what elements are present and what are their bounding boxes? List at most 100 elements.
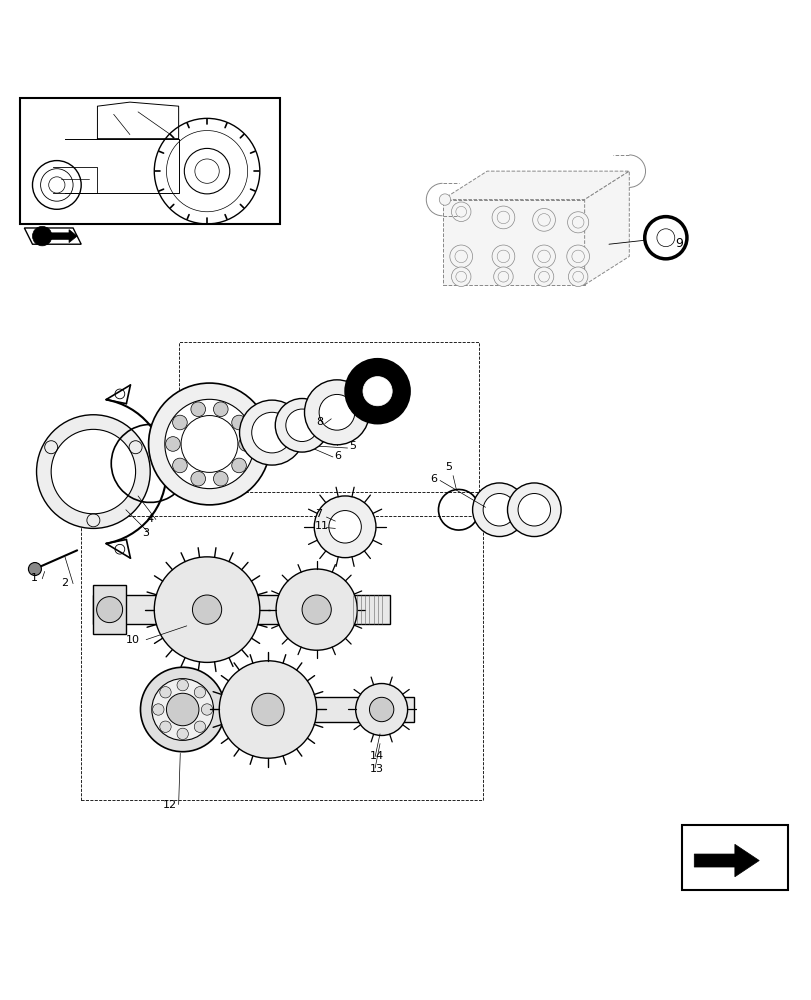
Circle shape (497, 271, 508, 282)
Polygon shape (584, 171, 629, 285)
Circle shape (346, 360, 408, 422)
Text: 9: 9 (347, 401, 354, 411)
Circle shape (534, 267, 553, 286)
Circle shape (160, 687, 171, 698)
Circle shape (496, 250, 509, 263)
Circle shape (483, 494, 515, 526)
Circle shape (177, 728, 188, 740)
Circle shape (160, 721, 171, 732)
Circle shape (201, 704, 212, 715)
Text: 8: 8 (316, 417, 324, 427)
Circle shape (566, 245, 589, 268)
Text: 13: 13 (369, 764, 383, 774)
Circle shape (451, 202, 470, 221)
Circle shape (191, 471, 205, 486)
Text: 5: 5 (444, 462, 452, 472)
Circle shape (165, 399, 254, 489)
Text: 2: 2 (61, 578, 68, 588)
Circle shape (532, 245, 555, 268)
Circle shape (140, 667, 225, 752)
Circle shape (239, 400, 304, 465)
Circle shape (165, 437, 180, 451)
Circle shape (455, 271, 466, 282)
Polygon shape (697, 846, 728, 852)
Text: 14: 14 (369, 751, 383, 761)
Circle shape (319, 394, 354, 430)
Circle shape (194, 687, 205, 698)
Circle shape (493, 267, 513, 286)
Bar (681, 825, 787, 890)
Circle shape (455, 206, 466, 217)
Circle shape (251, 412, 292, 453)
Polygon shape (693, 844, 758, 877)
Circle shape (314, 496, 375, 558)
Circle shape (449, 245, 472, 268)
Bar (150, 697, 414, 722)
Circle shape (656, 229, 674, 247)
Circle shape (152, 704, 164, 715)
Circle shape (507, 483, 560, 537)
Polygon shape (442, 171, 629, 200)
Circle shape (231, 415, 246, 430)
Circle shape (219, 661, 316, 758)
Text: 5: 5 (349, 441, 356, 451)
Circle shape (644, 217, 686, 259)
Circle shape (213, 402, 228, 417)
Text: 9: 9 (675, 237, 683, 250)
Bar (93, 585, 126, 634)
Bar (20, 98, 280, 224)
Text: 12: 12 (162, 800, 176, 810)
Text: 6: 6 (430, 474, 437, 484)
Text: 4: 4 (146, 514, 153, 524)
Circle shape (177, 679, 188, 691)
Circle shape (173, 458, 187, 473)
Circle shape (238, 437, 253, 451)
Circle shape (355, 684, 407, 735)
Polygon shape (49, 230, 77, 243)
Circle shape (275, 398, 328, 452)
Circle shape (194, 721, 205, 732)
Circle shape (572, 271, 583, 282)
Text: 1: 1 (31, 573, 38, 583)
Circle shape (97, 597, 122, 623)
Circle shape (537, 214, 550, 226)
Circle shape (568, 267, 587, 286)
Circle shape (154, 557, 260, 662)
Circle shape (213, 471, 228, 486)
Circle shape (152, 679, 213, 740)
Circle shape (491, 206, 514, 229)
Polygon shape (442, 200, 584, 285)
Circle shape (537, 250, 550, 263)
Bar (93, 595, 389, 624)
Circle shape (496, 211, 509, 224)
Circle shape (148, 383, 270, 505)
Circle shape (181, 416, 238, 472)
Circle shape (32, 226, 52, 246)
Circle shape (328, 511, 361, 543)
Circle shape (454, 250, 467, 263)
Circle shape (276, 569, 357, 650)
Circle shape (285, 409, 318, 442)
Circle shape (451, 267, 470, 286)
Circle shape (302, 595, 331, 624)
Circle shape (363, 377, 392, 406)
Circle shape (572, 216, 583, 228)
Circle shape (369, 697, 393, 722)
Text: 10: 10 (126, 635, 139, 645)
Text: 3: 3 (142, 528, 149, 538)
Circle shape (532, 208, 555, 231)
Text: 11: 11 (315, 521, 328, 531)
Circle shape (166, 693, 199, 726)
Circle shape (472, 483, 526, 537)
Polygon shape (24, 228, 81, 244)
Circle shape (192, 595, 221, 624)
Circle shape (191, 402, 205, 417)
Text: 7: 7 (315, 509, 322, 519)
Circle shape (538, 271, 549, 282)
Circle shape (439, 194, 450, 205)
Circle shape (173, 415, 187, 430)
Circle shape (567, 212, 588, 233)
Circle shape (231, 458, 246, 473)
Circle shape (571, 250, 584, 263)
Circle shape (517, 494, 550, 526)
